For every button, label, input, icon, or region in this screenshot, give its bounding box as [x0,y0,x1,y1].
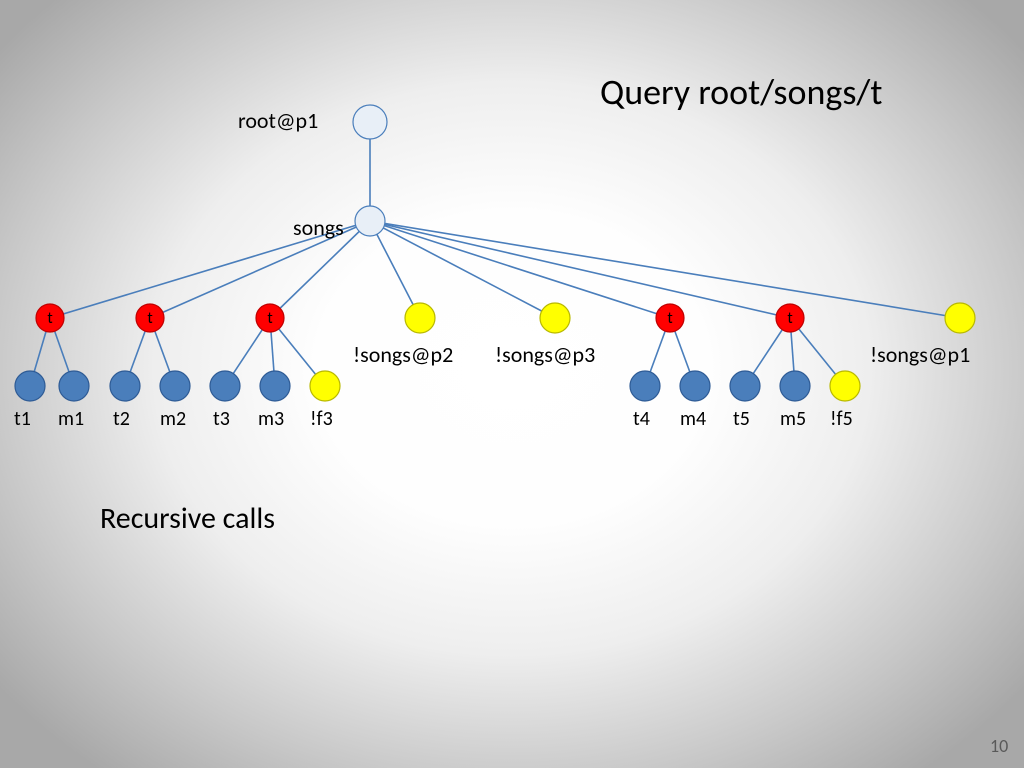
node-sp3 [540,303,570,333]
slide-title: Query root/songs/t [600,70,882,114]
node-label: !songs@p3 [495,341,595,368]
node-t5 [730,371,760,401]
subtitle: Recursive calls [100,500,275,537]
node-m3 [260,371,290,401]
node-label: !songs@p1 [870,341,970,368]
node-label: m2 [160,407,186,431]
node-t1 [15,371,45,401]
node-label: m3 [258,407,284,431]
node-inner-label: t [267,309,273,328]
node-m2 [160,371,190,401]
node-inner-label: t [667,309,673,328]
page-number: 10 [990,735,1008,757]
tree-svg: root@p1 songs t t t !songs@p2 !songs@p3 t t !song… [0,0,1024,768]
node-label: m5 [780,407,806,431]
node-label: !f5 [830,407,853,431]
node-m5 [780,371,810,401]
node-t4 [630,371,660,401]
node-t3 [210,371,240,401]
node-label: m1 [58,407,84,431]
node-m4 [680,371,710,401]
node-f5 [830,371,860,401]
edge [370,221,790,318]
node-root [353,105,387,139]
node-songs [355,206,385,236]
node-label: t3 [213,407,230,431]
node-inner-label: t [787,309,793,328]
node-label: songs [293,214,344,241]
node-label: !f3 [310,407,333,431]
node-label: t1 [14,407,31,431]
node-label: t4 [633,407,650,431]
node-t2 [110,371,140,401]
edge [370,221,960,318]
node-label: !songs@p2 [353,341,453,368]
node-label: t5 [733,407,750,431]
node-m1 [59,371,89,401]
node-inner-label: t [147,309,153,328]
node-label: root@p1 [238,107,318,134]
slide: { "type": "tree-diagram", "canvas": { "w… [0,0,1024,768]
node-label: t2 [113,407,130,431]
node-sp1 [945,303,975,333]
node-label: m4 [680,407,706,431]
node-sp2 [405,303,435,333]
node-f3 [310,371,340,401]
node-inner-label: t [47,309,53,328]
